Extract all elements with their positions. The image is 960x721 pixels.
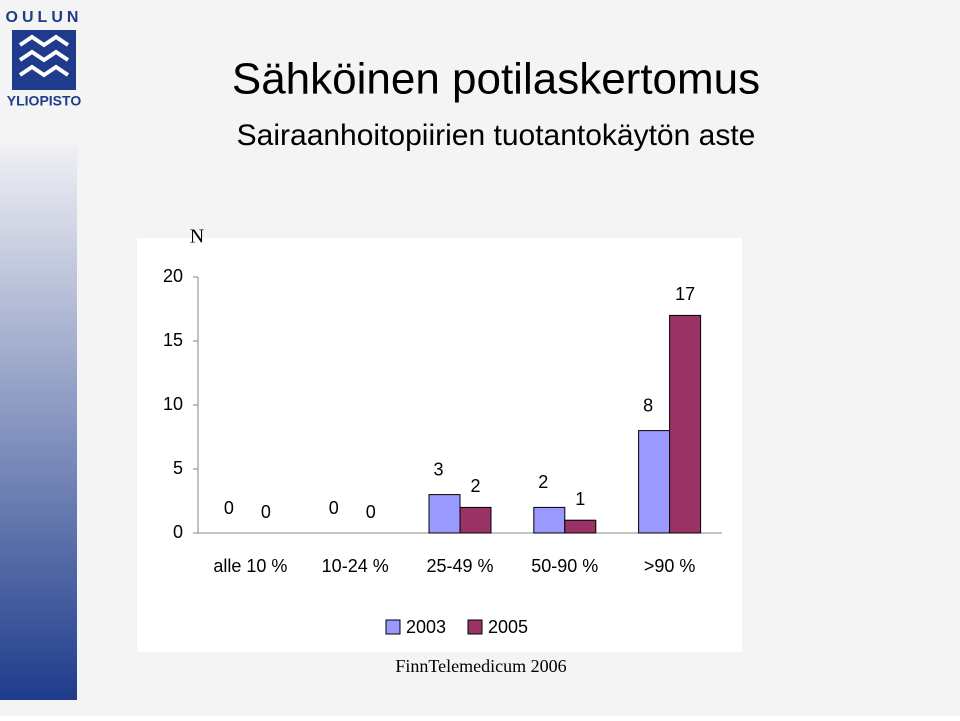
bar bbox=[428, 494, 461, 534]
source: FinnTelemedicum 2006 bbox=[395, 656, 566, 676]
x-tick-label: 25-49 % bbox=[426, 556, 493, 576]
legend-swatch bbox=[385, 619, 401, 635]
value-label: 3 bbox=[433, 459, 443, 479]
x-tick-label: alle 10 % bbox=[213, 556, 287, 576]
value-label: 0 bbox=[329, 498, 339, 518]
x-tick-label: 10-24 % bbox=[322, 556, 389, 576]
y-tick-label: 5 bbox=[173, 458, 183, 478]
y-axis-label: N bbox=[190, 226, 204, 248]
side-band bbox=[0, 145, 77, 700]
value-label: 0 bbox=[224, 498, 234, 518]
y-tick-label: 15 bbox=[163, 330, 183, 350]
title: Sähköinen potilaskertomus bbox=[232, 55, 760, 104]
value-label: 2 bbox=[470, 476, 480, 496]
y-tick-label: 20 bbox=[163, 266, 183, 286]
subtitle: Sairaanhoitopiirien tuotantokäytön aste bbox=[237, 119, 756, 152]
logo-top: OULUN bbox=[6, 9, 83, 26]
bar bbox=[533, 506, 566, 534]
value-label: 2 bbox=[538, 472, 548, 492]
logo-pattern bbox=[18, 34, 70, 78]
value-label: 0 bbox=[261, 502, 271, 522]
bar bbox=[564, 519, 597, 534]
legend-swatch bbox=[467, 619, 483, 635]
bar bbox=[638, 430, 671, 534]
y-tick-label: 0 bbox=[173, 522, 183, 542]
value-label: 17 bbox=[675, 284, 695, 304]
legend-label: 2005 bbox=[488, 617, 528, 637]
value-label: 8 bbox=[643, 395, 653, 415]
x-tick-label: >90 % bbox=[644, 556, 696, 576]
bar bbox=[669, 314, 702, 534]
x-tick-label: 50-90 % bbox=[531, 556, 598, 576]
logo-bottom: YLIOPISTO bbox=[7, 93, 82, 109]
value-label: 0 bbox=[366, 502, 376, 522]
y-tick-label: 10 bbox=[163, 394, 183, 414]
value-label: 1 bbox=[575, 489, 585, 509]
bar bbox=[459, 506, 492, 534]
legend-label: 2003 bbox=[406, 617, 446, 637]
